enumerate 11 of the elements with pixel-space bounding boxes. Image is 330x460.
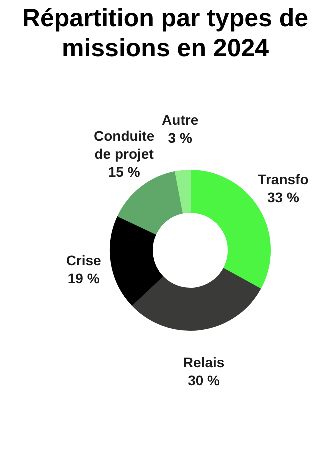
data-label: 30 % bbox=[188, 372, 221, 389]
data-label: 15 % bbox=[108, 164, 141, 180]
slice-label: Relais bbox=[183, 354, 225, 371]
data-label: 3 % bbox=[168, 130, 193, 146]
slice-label: Crise bbox=[66, 252, 102, 269]
data-label: 33 % bbox=[268, 189, 300, 206]
slice-label: Transfo bbox=[258, 171, 309, 188]
slice-label: Autre bbox=[162, 112, 199, 128]
data-label: 19 % bbox=[68, 270, 100, 287]
slice-label: Conduite de projet bbox=[94, 128, 155, 162]
chart-title: Répartition par types de missions en 2024 bbox=[22, 4, 309, 62]
